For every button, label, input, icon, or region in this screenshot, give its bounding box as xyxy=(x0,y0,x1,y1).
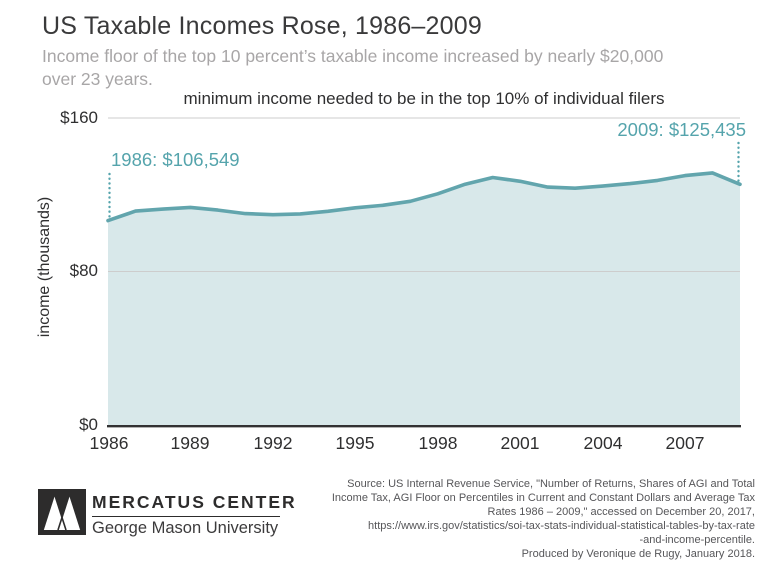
x-tick-label: 2001 xyxy=(500,433,540,453)
logo-divider xyxy=(92,516,280,517)
annotation-start: 1986: $106,549 xyxy=(111,149,240,170)
subtitle-line: over 23 years. xyxy=(42,68,153,89)
mercatus-logo-icon xyxy=(38,489,86,535)
subtitle-line: Income floor of the top 10 percent’s tax… xyxy=(42,46,664,66)
x-tick-label: 1995 xyxy=(335,433,375,453)
source-line: https://www.irs.gov/statistics/soi-tax-s… xyxy=(368,520,755,532)
area-fill xyxy=(108,172,740,425)
source-line: Produced by Veronique de Rugy, January 2… xyxy=(521,548,755,560)
x-tick-label: 1989 xyxy=(170,433,210,453)
annotation-end: 2009: $125,435 xyxy=(617,119,746,140)
page-title: US Taxable Incomes Rose, 1986–2009 xyxy=(42,12,482,40)
source-citation: Source: US Internal Revenue Service, "Nu… xyxy=(295,477,755,561)
trend-line xyxy=(106,171,742,223)
x-tick-label: 1986 xyxy=(89,433,129,453)
page-subtitle: Income floor of the top 10 percent’s tax… xyxy=(42,45,663,90)
x-tick-label: 2004 xyxy=(583,433,623,453)
logo-text-block: MERCATUS CENTER George Mason University xyxy=(92,492,297,538)
source-line: Rates 1986 – 2009," accessed on December… xyxy=(487,506,755,518)
y-tick-label: $160 xyxy=(60,108,98,127)
source-line: Income Tax, AGI Floor on Percentiles in … xyxy=(331,492,755,504)
x-tick-label: 2007 xyxy=(665,433,705,453)
source-line: -and-income-percentile. xyxy=(639,534,755,546)
chart-title: minimum income needed to be in the top 1… xyxy=(183,89,665,108)
logo-secondary-text: George Mason University xyxy=(92,519,279,537)
x-tick-label: 1998 xyxy=(418,433,458,453)
x-tick-label: 1992 xyxy=(253,433,293,453)
source-line: Source: US Internal Revenue Service, "Nu… xyxy=(347,478,755,490)
y-tick-label: $80 xyxy=(69,261,98,280)
y-tick-label: $0 xyxy=(79,415,98,434)
area-chart xyxy=(106,117,742,428)
logo-primary-text: MERCATUS CENTER xyxy=(92,492,297,512)
